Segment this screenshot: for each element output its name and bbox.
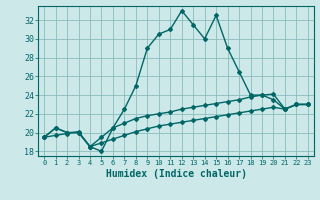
X-axis label: Humidex (Indice chaleur): Humidex (Indice chaleur): [106, 169, 246, 179]
